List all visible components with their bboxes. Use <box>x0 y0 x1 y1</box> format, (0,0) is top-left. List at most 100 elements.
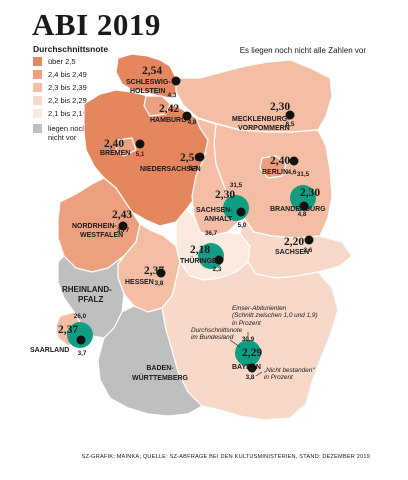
grade-label-saarland: 2,37 <box>58 324 78 336</box>
annotation-line <box>229 339 241 348</box>
fail-label-brandenburg: 4,8 <box>298 211 307 218</box>
state-name-nordrhein-westfalen: NORDRHEIN- <box>72 223 117 230</box>
state-name-hamburg: HAMBURG <box>150 117 187 124</box>
grade-label-berlin: 2,40 <box>270 155 290 167</box>
fail-label-sachsen-anhalt: 5,0 <box>238 222 247 229</box>
einser-circle-bayern <box>235 340 261 366</box>
state-name-rheinland-pfalz: RHEINLAND- <box>62 285 112 294</box>
legend-label: 2,2 bis 2,29 <box>48 96 87 105</box>
legend-item-no-data <box>33 124 48 134</box>
legend-swatch <box>33 57 42 66</box>
einser-label-brandenburg: 31,5 <box>297 171 310 178</box>
state-name-baden-wuerttemberg: BADEN- <box>146 365 174 372</box>
fail-label-saarland: 3,7 <box>78 350 87 357</box>
einser-circle-saarland <box>67 322 93 348</box>
legend-item: 2,4 bis 2,49 <box>33 70 87 80</box>
legend-item: 2,2 bis 2,29 <box>33 96 87 106</box>
state-name-bremen: BREMEN <box>100 150 130 157</box>
state-name-brandenburg: BRANDENBURG <box>270 206 326 213</box>
legend-item: 2,1 bis 2,19 <box>33 109 87 119</box>
fail-label-schleswig-holstein: 4,3 <box>168 92 177 99</box>
grade-label-hamburg: 2,42 <box>159 103 179 115</box>
fail-dot-nordrhein-westfalen <box>118 221 128 231</box>
annotation-durchschnitt: Durchschnittsnote im Bundesland <box>191 327 243 342</box>
legend-label: 2,4 bis 2,49 <box>48 70 87 79</box>
fail-label-sachsen: 2,6 <box>304 247 313 254</box>
fail-label-bremen: 5,1 <box>136 151 145 158</box>
legend-swatch <box>33 96 42 105</box>
einser-label-saarland: 26,0 <box>74 313 87 320</box>
state-berlin <box>259 155 287 179</box>
fail-dot-bayern <box>247 363 257 373</box>
state-name-niedersachsen: NIEDERSACHSEN <box>140 166 201 173</box>
state-name-saarland: SAARLAND <box>30 347 69 354</box>
state-name2-baden-wuerttemberg: WÜRTTEMBERG <box>132 373 189 382</box>
fail-label-hamburg: 4,8 <box>188 119 197 126</box>
state-name2-nordrhein-westfalen: WESTFALEN <box>80 232 123 239</box>
state-name-sachsen-anhalt: SACHSEN- <box>196 207 233 214</box>
grade-label-nordrhein-westfalen: 2,43 <box>112 209 132 221</box>
state-name-schleswig-holstein: SCHLESWIG- <box>126 79 171 86</box>
legend-label-no-data: liegen noch nicht vor <box>48 124 87 142</box>
legend-swatch <box>33 70 42 79</box>
einser-label-sachsen-anhalt: 31,5 <box>230 182 243 189</box>
legend-swatch <box>33 109 42 118</box>
state-name-berlin: BERLIN <box>262 169 288 176</box>
grade-label-brandenburg: 2,30 <box>300 187 320 199</box>
legend-label: 2,3 bis 2,39 <box>48 83 87 92</box>
annotation-line <box>255 371 263 377</box>
grade-label-sachsen-anhalt: 2,30 <box>215 189 235 201</box>
fail-dot-sachsen <box>304 235 314 245</box>
legend-item: 2,3 bis 2,39 <box>33 83 87 93</box>
fail-dot-hessen <box>156 268 166 278</box>
state-bremen <box>115 137 137 157</box>
state-name-mecklenburg-vorpommern: MECKLENBURG- <box>232 116 290 123</box>
fail-dot-saarland <box>76 335 86 345</box>
state-name2-rheinland-pfalz: PFALZ <box>78 295 103 304</box>
fail-dot-thueringen <box>214 255 224 265</box>
fail-label-bayern: 3,8 <box>246 374 255 381</box>
page-title: ABI 2019 <box>32 7 161 42</box>
legend-title: Durchschnittsnote <box>33 44 109 54</box>
source-credit: SZ-GRAFIK: MAINKA; QUELLE: SZ-ABFRAGE BE… <box>81 454 370 460</box>
fail-dot-bremen <box>135 139 145 149</box>
fail-dot-mecklenburg-vorpommern <box>285 110 295 120</box>
fail-dot-sachsen-anhalt <box>236 207 246 217</box>
state-name2-mecklenburg-vorpommern: VORPOMMERN <box>238 125 290 132</box>
einser-circle-brandenburg <box>290 185 316 211</box>
annotation-nicht-bestanden: „Nicht bestanden“ in Prozent <box>264 367 315 382</box>
grade-label-schleswig-holstein: 2,54 <box>142 65 162 77</box>
state-name-hessen: HESSEN <box>125 279 154 286</box>
state-schleswig-holstein <box>115 53 179 99</box>
fail-label-nordrhein-westfalen: 3,77 <box>117 227 130 234</box>
annotation-einser: Einser-Abiturienten (Schnitt zwischen 1,0… <box>232 305 318 327</box>
einser-label-thueringen: 36,7 <box>205 230 218 237</box>
fail-dot-brandenburg <box>299 201 309 211</box>
grade-label-niedersachsen: 2,56 <box>180 152 200 164</box>
fail-dot-schleswig-holstein <box>171 76 181 86</box>
legend-swatch <box>33 83 42 92</box>
grade-label-sachsen: 2,20 <box>284 236 304 248</box>
data-note: Es liegen noch nicht alle Zahlen vor <box>239 46 366 55</box>
state-name2-schleswig-holstein: HOLSTEIN <box>130 88 165 95</box>
state-sachsen <box>239 217 353 279</box>
fail-dot-hamburg <box>182 111 192 121</box>
state-name-thueringen: THÜRINGEN <box>180 256 222 265</box>
fail-label-hessen: 3,8 <box>155 280 164 287</box>
fail-dot-berlin <box>289 156 299 166</box>
state-name-sachsen: SACHSEN <box>275 249 309 256</box>
state-hamburg <box>143 95 171 117</box>
fail-label-thueringen: 2,3 <box>213 266 222 273</box>
grade-label-bremen: 2,40 <box>104 138 124 150</box>
grade-label-mecklenburg-vorpommern: 2,30 <box>270 101 290 113</box>
grade-label-thueringen: 2,18 <box>190 244 210 256</box>
grade-label-bayern: 2,29 <box>242 347 262 359</box>
state-name-bayern: BAYERN <box>232 364 261 371</box>
fail-label-niedersachsen: 5,4 <box>189 165 198 172</box>
fail-label-berlin: 4,6 <box>288 169 297 176</box>
fail-dot-niedersachsen <box>195 152 205 162</box>
state-baden-wuerttemberg <box>97 305 203 417</box>
legend-label: über 2,5 <box>48 57 76 66</box>
